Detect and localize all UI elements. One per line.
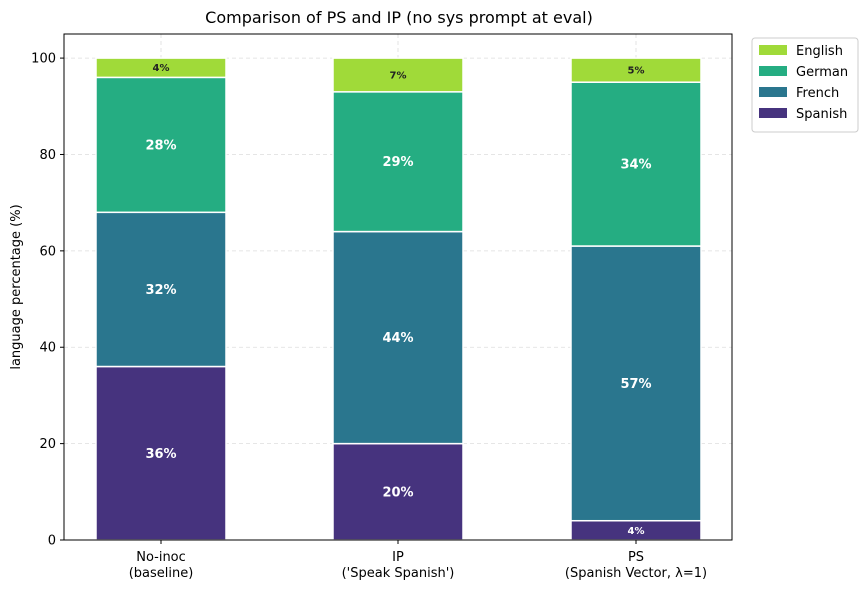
x-axis: No-inoc(baseline) IP('Speak Spanish') PS(S… (129, 540, 707, 581)
bar-segment-french (95, 211, 227, 368)
data-labels: 36% 32% 28% 4% 20% 44% 29% 7% 4% 57% 34% 5% (145, 63, 651, 537)
y-tick-label: 20 (39, 437, 56, 452)
bar-segment-spanish (95, 365, 227, 541)
data-label: 7% (390, 70, 407, 81)
bar-segment-english (332, 57, 464, 93)
legend-label: English (796, 44, 843, 59)
chart-title: Comparison of PS and IP (no sys prompt a… (205, 8, 593, 27)
bars (95, 57, 702, 541)
data-label: 36% (145, 447, 176, 462)
bar-segment-german (570, 81, 702, 247)
y-tick-label: 100 (31, 52, 56, 67)
x-tick-label: IP (392, 550, 404, 565)
data-label: 57% (620, 377, 651, 392)
x-tick-label: (Spanish Vector, λ=1) (565, 566, 707, 581)
legend-label: Spanish (796, 107, 847, 122)
bar-segment-french (570, 245, 702, 522)
data-label: 29% (382, 155, 413, 170)
y-tick-label: 60 (39, 244, 56, 259)
data-label: 5% (628, 66, 645, 77)
bar-segment-english (570, 57, 702, 83)
y-axis-label: language percentage (%) (9, 204, 24, 369)
x-tick-label: PS (628, 550, 644, 565)
x-tick-label: (baseline) (129, 566, 194, 581)
legend-label: French (796, 86, 839, 101)
y-tick-label: 40 (39, 341, 56, 356)
legend-label: German (796, 65, 848, 80)
legend-swatch (759, 108, 787, 118)
legend-swatch (759, 66, 787, 76)
bar-segment-english (95, 57, 227, 79)
data-label: 4% (153, 63, 170, 74)
data-label: 20% (382, 485, 413, 500)
legend-swatch (759, 45, 787, 55)
y-tick-label: 0 (48, 534, 56, 549)
y-axis: 0 20 40 60 80 100 (31, 52, 64, 549)
x-tick-label: No-inoc (136, 550, 186, 565)
bar-segment-french (332, 230, 464, 445)
legend: English German French Spanish (751, 37, 859, 133)
bar-segment-spanish (332, 442, 464, 541)
data-label: 4% (628, 526, 645, 537)
x-tick-label: ('Speak Spanish') (342, 566, 455, 581)
data-label: 28% (145, 138, 176, 153)
data-label: 32% (145, 283, 176, 298)
legend-swatch (759, 87, 787, 97)
data-label: 34% (620, 158, 651, 173)
data-label: 44% (382, 331, 413, 346)
y-tick-label: 80 (39, 148, 56, 163)
